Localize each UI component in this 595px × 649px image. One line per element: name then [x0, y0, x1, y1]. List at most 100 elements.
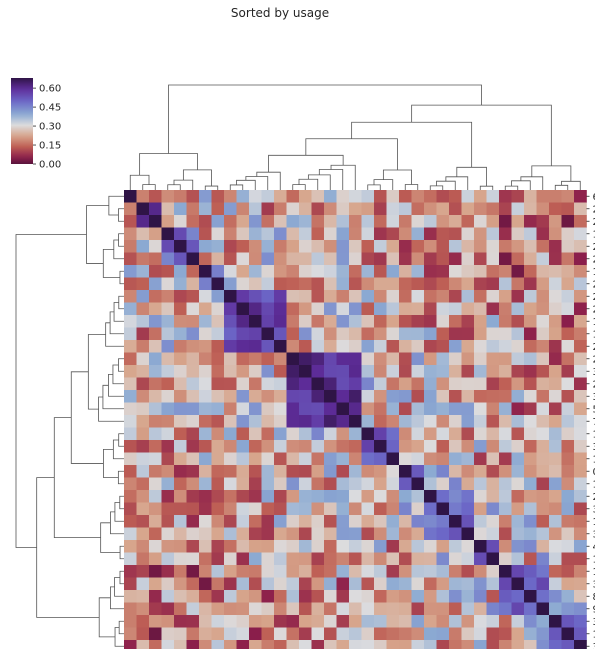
heatmap-cell	[374, 365, 387, 378]
heatmap-cell	[136, 277, 150, 291]
heatmap-cell	[461, 277, 475, 291]
heatmap-cell	[499, 202, 512, 216]
heatmap-cell	[386, 640, 400, 649]
row-tick-label: 34	[593, 392, 595, 403]
heatmap-cell	[411, 527, 425, 541]
heatmap-cell	[174, 277, 187, 291]
heatmap-cell	[424, 615, 437, 628]
heatmap-cell	[311, 490, 325, 503]
heatmap-cell	[374, 402, 387, 416]
heatmap-cell	[161, 340, 175, 353]
heatmap-cell	[261, 440, 275, 453]
heatmap-cell	[361, 640, 375, 649]
heatmap-cell	[136, 215, 150, 228]
heatmap-cell	[486, 565, 500, 578]
heatmap-cell	[486, 202, 500, 216]
heatmap-cell	[324, 552, 337, 566]
heatmap-cell	[386, 402, 400, 416]
heatmap-cell	[186, 290, 200, 303]
heatmap-cell	[336, 327, 350, 341]
heatmap-cell	[149, 627, 162, 641]
heatmap-cell	[149, 202, 162, 216]
heatmap-cell	[161, 277, 175, 291]
heatmap-cell	[511, 290, 525, 303]
heatmap-cell	[374, 252, 387, 266]
row-tick-label: 32	[593, 504, 595, 515]
heatmap-cell	[336, 315, 350, 328]
heatmap-cell	[236, 465, 250, 478]
heatmap-cell	[161, 365, 175, 378]
heatmap-cell	[486, 315, 500, 328]
heatmap-cell	[249, 440, 262, 453]
heatmap-cell	[336, 540, 350, 553]
heatmap-cell	[336, 590, 350, 603]
heatmap-cell	[486, 190, 500, 203]
heatmap-cell	[199, 427, 212, 441]
heatmap-cell	[236, 240, 250, 253]
heatmap-cell	[561, 565, 575, 578]
heatmap-cell	[186, 490, 200, 503]
heatmap-cell	[499, 415, 512, 428]
row-tick-label: 33	[593, 367, 595, 378]
heatmap-cell	[286, 265, 300, 278]
heatmap-cell	[161, 515, 175, 528]
heatmap-cell	[511, 202, 525, 216]
heatmap-cell	[474, 465, 487, 478]
heatmap-cell	[386, 615, 400, 628]
heatmap-cell	[486, 590, 500, 603]
heatmap-cell	[161, 290, 175, 303]
heatmap-cell	[374, 527, 387, 541]
colorbar-tick-label: 0.15	[39, 141, 61, 152]
heatmap-cell	[499, 627, 512, 641]
heatmap-cell	[449, 565, 462, 578]
column-dendrogram-link	[531, 165, 572, 182]
heatmap-cell	[224, 252, 237, 266]
heatmap-cell	[336, 190, 350, 203]
heatmap-cell	[224, 415, 237, 428]
heatmap-cell	[249, 565, 262, 578]
heatmap-cell	[149, 452, 162, 466]
heatmap-cell	[286, 415, 300, 428]
heatmap-cell	[311, 427, 325, 441]
heatmap-cell	[274, 202, 287, 216]
heatmap-cell	[161, 527, 175, 541]
heatmap-cell	[149, 490, 162, 503]
heatmap-cell	[561, 477, 575, 491]
heatmap-cell	[211, 627, 225, 641]
heatmap-cell	[136, 265, 150, 278]
heatmap-cell	[411, 202, 425, 216]
heatmap-cell	[199, 565, 212, 578]
heatmap-cell	[149, 327, 162, 341]
heatmap-cell	[499, 502, 512, 516]
heatmap-cell	[249, 202, 262, 216]
heatmap-cell	[224, 627, 237, 641]
heatmap-cell	[549, 352, 562, 366]
heatmap-cell	[536, 440, 550, 453]
heatmap-cell	[561, 527, 575, 541]
heatmap-cell	[374, 202, 387, 216]
heatmap-cell	[386, 215, 400, 228]
row-dendrogram-link	[118, 620, 124, 635]
heatmap-cell	[211, 315, 225, 328]
heatmap-cell	[411, 290, 425, 303]
heatmap-cell	[536, 252, 550, 266]
heatmap-cell	[424, 190, 437, 203]
heatmap-cell	[361, 427, 375, 441]
heatmap-cell	[424, 540, 437, 553]
heatmap-cell	[311, 452, 325, 466]
heatmap-cell	[386, 565, 400, 578]
heatmap-cell	[461, 265, 475, 278]
heatmap-cell	[449, 240, 462, 253]
heatmap-cell	[549, 290, 562, 303]
heatmap-cell	[374, 602, 387, 616]
heatmap-cell	[124, 352, 137, 366]
heatmap-cell	[299, 277, 312, 291]
heatmap-cell	[524, 602, 537, 616]
heatmap-cell	[336, 602, 350, 616]
heatmap-cell	[436, 427, 450, 441]
heatmap-cell	[486, 602, 500, 616]
heatmap-cell	[411, 565, 425, 578]
row-tick-label: 2	[593, 292, 595, 303]
heatmap-cell	[211, 240, 225, 253]
heatmap-cell	[399, 240, 412, 253]
